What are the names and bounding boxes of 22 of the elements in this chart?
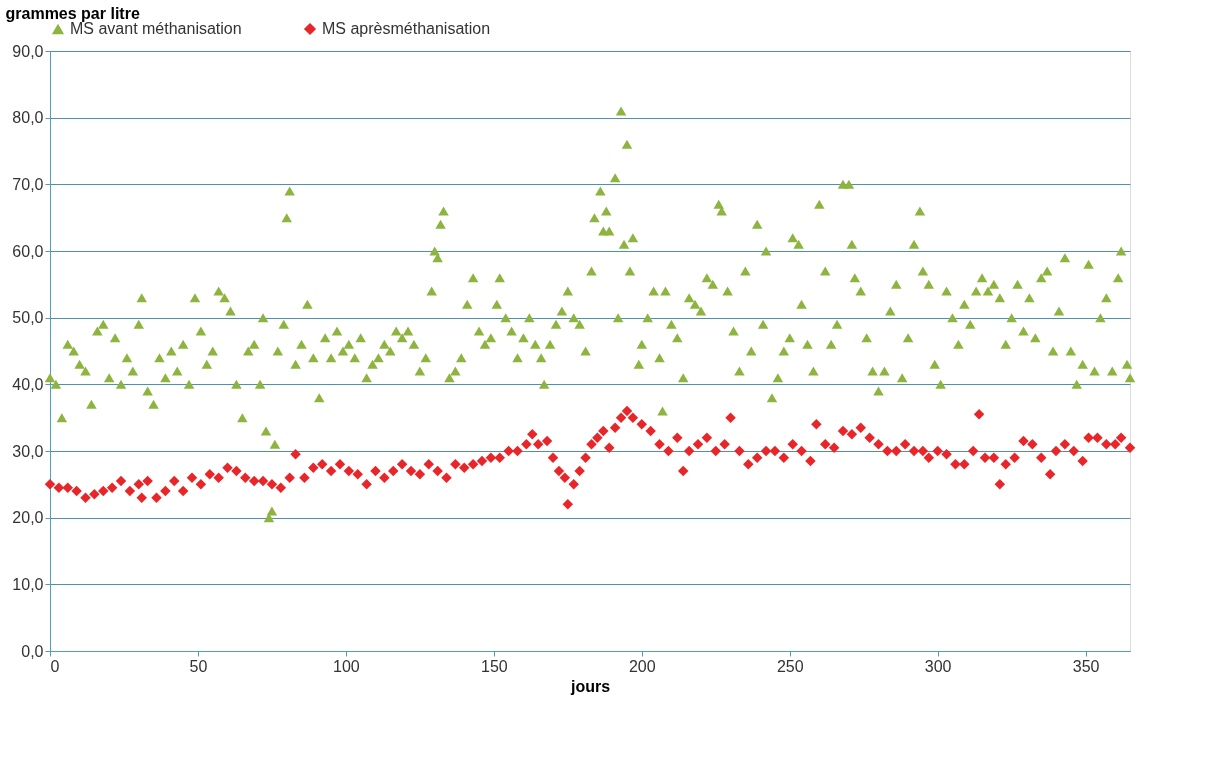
y-tick-label: 80,0 <box>12 109 44 127</box>
x-tick-label: 0 <box>50 657 60 675</box>
x-tick-label: 250 <box>776 657 804 675</box>
y-axis-title: grammes par litre <box>5 4 140 22</box>
legend-label: MS aprèsméthanisation <box>322 20 491 37</box>
y-tick-label: 90,0 <box>12 42 44 60</box>
legend-label: MS avant méthanisation <box>70 20 242 37</box>
x-tick-label: 350 <box>1072 657 1100 675</box>
x-tick-label: 150 <box>480 657 508 675</box>
y-tick-label: 70,0 <box>12 175 44 193</box>
x-tick-label: 300 <box>924 657 952 675</box>
y-tick-label: 10,0 <box>12 575 44 593</box>
x-tick-label: 100 <box>333 657 360 675</box>
y-tick-label: 40,0 <box>12 375 44 393</box>
x-tick-label: 50 <box>189 657 208 675</box>
y-tick-label: 30,0 <box>12 442 44 460</box>
x-axis-title: jours <box>569 677 611 695</box>
y-tick-label: 0,0 <box>21 642 44 660</box>
y-tick-label: 20,0 <box>12 509 44 527</box>
y-tick-label: 50,0 <box>12 309 44 327</box>
y-tick-label: 60,0 <box>12 242 44 260</box>
x-tick-label: 200 <box>628 657 656 675</box>
